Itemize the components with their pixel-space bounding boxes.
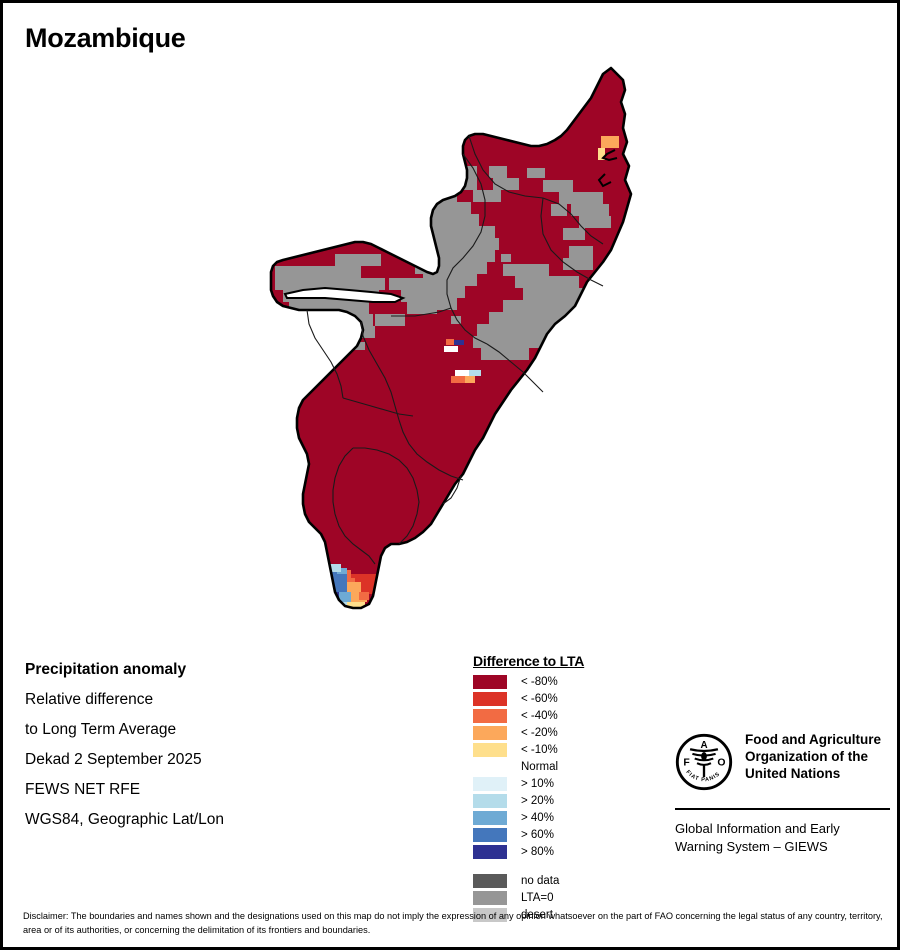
- legend-item[interactable]: < -40%: [473, 707, 653, 724]
- legend-label: < -80%: [521, 675, 558, 688]
- legend-label: LTA=0: [521, 891, 554, 904]
- metadata-line-5: FEWS NET RFE: [25, 781, 141, 798]
- legend-item-desert[interactable]: desert: [473, 906, 653, 923]
- fao-branding: A F O FIAT PANIS Food and Agriculture Or…: [675, 731, 890, 856]
- legend-swatch: [473, 776, 507, 791]
- legend-label: > 20%: [521, 794, 554, 807]
- legend-swatch: [473, 674, 507, 689]
- legend-swatch: [473, 708, 507, 723]
- fao-name-line-2: Organization of the: [745, 749, 868, 764]
- legend-item[interactable]: < -20%: [473, 724, 653, 741]
- fao-name-line-3: United Nations: [745, 766, 841, 781]
- mozambique-choropleth[interactable]: [3, 58, 900, 638]
- fao-name-line-1: Food and Agriculture: [745, 732, 881, 747]
- legend-item[interactable]: < -60%: [473, 690, 653, 707]
- legend-swatch: [473, 725, 507, 740]
- legend-label: > 80%: [521, 845, 554, 858]
- fao-organization-name: Food and Agriculture Organization of the…: [745, 731, 881, 782]
- legend-label: > 10%: [521, 777, 554, 790]
- legend-spacer: [473, 860, 653, 872]
- divider: [675, 808, 890, 810]
- metadata-line-2: Relative difference: [25, 691, 154, 708]
- legend-label: < -20%: [521, 726, 558, 739]
- map-canvas[interactable]: [3, 58, 900, 638]
- legend-swatch: [473, 691, 507, 706]
- legend-item[interactable]: > 20%: [473, 792, 653, 809]
- legend-swatch: [473, 844, 507, 859]
- disclaimer-text: Disclaimer: The boundaries and names sho…: [23, 911, 883, 935]
- metadata-line-1: Precipitation anomaly: [25, 661, 187, 678]
- giews-line-1: Global Information and Early: [675, 821, 840, 836]
- legend-label: Normal: [521, 760, 559, 773]
- legend-label: desert: [521, 908, 553, 921]
- legend-swatch: [473, 873, 507, 888]
- legend: Difference to LTA < -80% < -60% < -40% <…: [473, 653, 653, 923]
- fao-logo: A F O FIAT PANIS: [675, 733, 733, 796]
- province-borders: [306, 135, 604, 565]
- legend-item[interactable]: < -80%: [473, 673, 653, 690]
- legend-swatch: [473, 810, 507, 825]
- legend-swatch: [473, 907, 507, 922]
- legend-item-lta-zero[interactable]: LTA=0: [473, 889, 653, 906]
- legend-item[interactable]: < -10%: [473, 741, 653, 758]
- giews-line-2: Warning System – GIEWS: [675, 839, 828, 854]
- legend-title: Difference to LTA: [473, 653, 585, 669]
- legend-swatch: [473, 759, 507, 774]
- legend-swatch: [473, 793, 507, 808]
- legend-item[interactable]: > 10%: [473, 775, 653, 792]
- giews-name: Global Information and Early Warning Sys…: [675, 820, 890, 856]
- legend-item[interactable]: > 60%: [473, 826, 653, 843]
- legend-item-no-data[interactable]: no data: [473, 872, 653, 889]
- map-metadata-block: Precipitation anomaly Relative differenc…: [25, 655, 325, 835]
- legend-swatch: [473, 890, 507, 905]
- svg-text:O: O: [717, 757, 725, 768]
- legend-label: < -40%: [521, 709, 558, 722]
- page-title: Mozambique: [25, 23, 186, 53]
- legend-label: > 60%: [521, 828, 554, 841]
- country-border: [269, 66, 633, 610]
- legend-swatch: [473, 827, 507, 842]
- metadata-line-4: Dekad 2 September 2025: [25, 751, 202, 768]
- legend-item[interactable]: Normal: [473, 758, 653, 775]
- coast-detail: [597, 149, 618, 188]
- legend-item[interactable]: > 40%: [473, 809, 653, 826]
- metadata-line-3: to Long Term Average: [25, 721, 177, 738]
- svg-text:F: F: [683, 757, 689, 768]
- legend-label: > 40%: [521, 811, 554, 824]
- legend-label: no data: [521, 874, 560, 887]
- legend-label: < -10%: [521, 743, 558, 756]
- svg-text:A: A: [700, 740, 707, 751]
- legend-swatch: [473, 742, 507, 757]
- metadata-line-6: WGS84, Geographic Lat/Lon: [25, 811, 225, 828]
- legend-item[interactable]: > 80%: [473, 843, 653, 860]
- lake-cahora-bassa: [283, 286, 406, 303]
- legend-label: < -60%: [521, 692, 558, 705]
